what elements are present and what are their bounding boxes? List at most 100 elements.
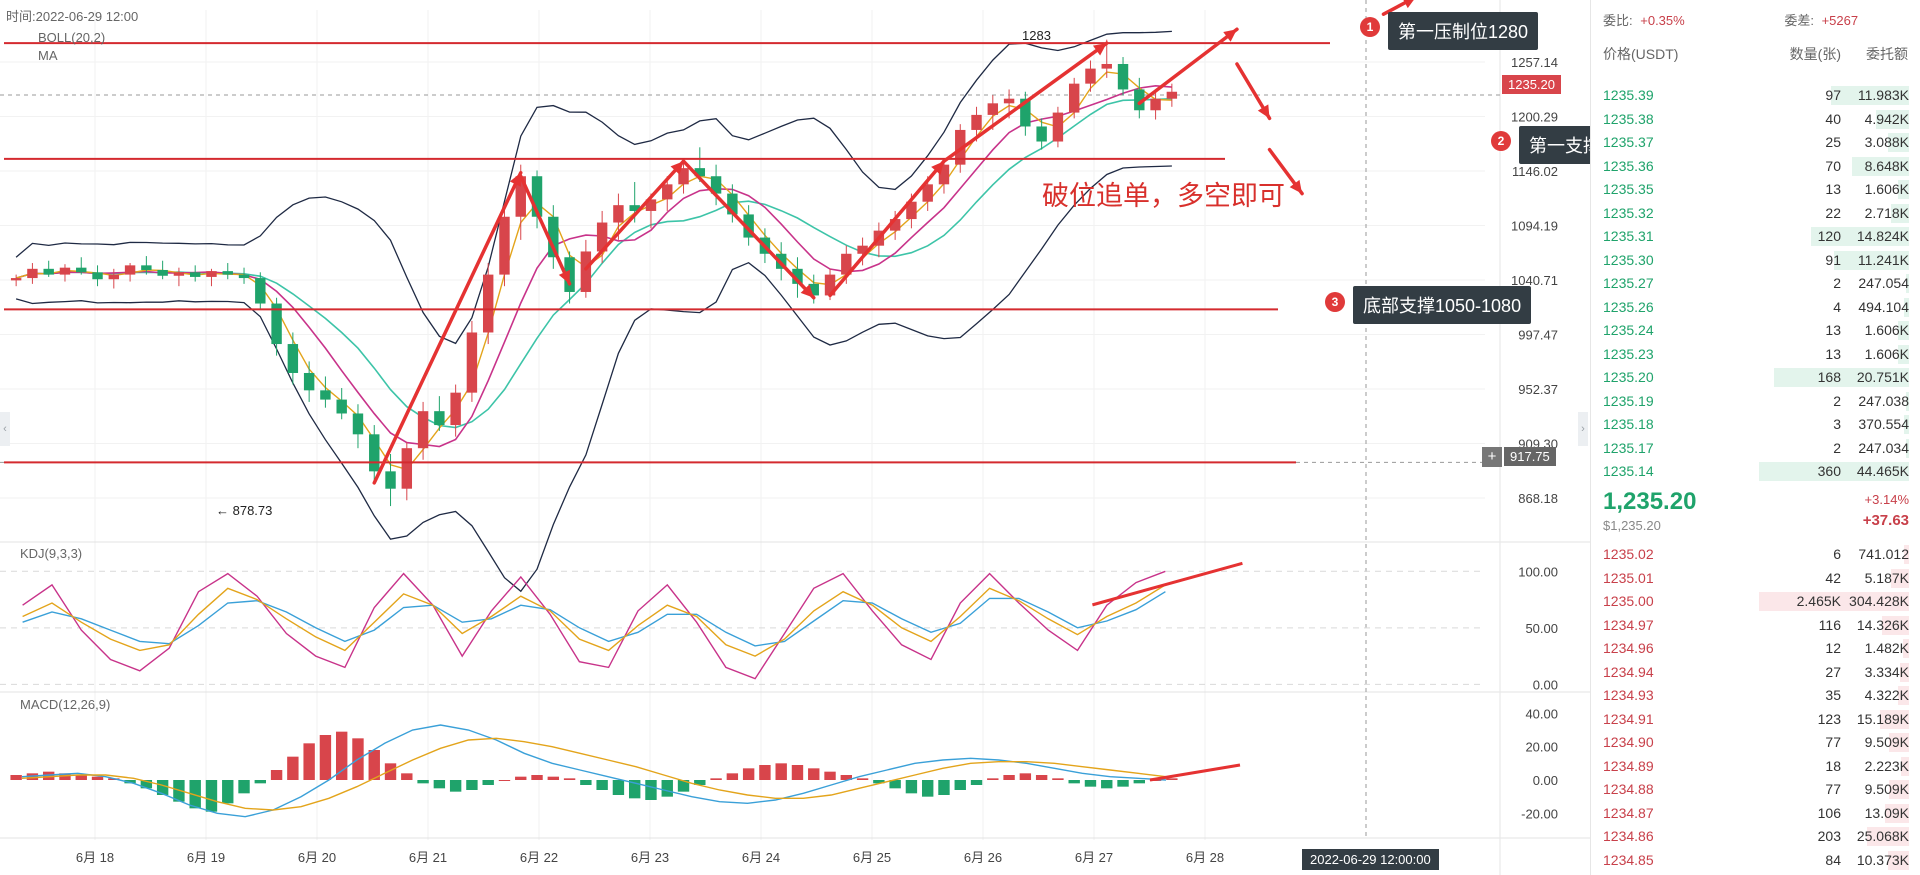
low-label: ← 878.73 [216, 503, 273, 518]
ask-row[interactable]: 1235.19 2 247.038 [1591, 390, 1920, 414]
bid-row[interactable]: 1234.88 77 9.509K [1591, 778, 1920, 802]
boll-indicator-label[interactable]: BOLL(20,2) [38, 30, 106, 45]
bid-row[interactable]: 1234.93 35 4.322K [1591, 684, 1920, 708]
boll-mid-line [15, 97, 1172, 429]
annotation-bottom-support: 底部支撑1050-1080 [1353, 286, 1532, 324]
ma-indicator-label[interactable]: MA [38, 48, 58, 63]
ask-total: 3.088K [1864, 134, 1909, 150]
bid-price: 1234.90 [1603, 734, 1654, 750]
ask-total: 44.465K [1856, 463, 1909, 479]
candle-body [157, 269, 168, 276]
ask-row[interactable]: 1235.30 91 11.241K [1591, 249, 1920, 273]
macd-histogram-bar [1117, 780, 1129, 787]
ask-row[interactable]: 1235.24 13 1.606K [1591, 319, 1920, 343]
bid-row[interactable]: 1235.00 2.465K 304.428K [1591, 590, 1920, 614]
macd-histogram-bar [498, 780, 511, 781]
kdj-indicator-label[interactable]: KDJ(9,3,3) [20, 546, 83, 561]
order-book-header: 价格(USDT) 数量(张) 委托额 [1603, 44, 1908, 66]
bid-row[interactable]: 1234.96 12 1.482K [1591, 637, 1920, 661]
bid-total: 9.509K [1864, 734, 1909, 750]
ask-price: 1235.39 [1603, 87, 1654, 103]
macd-histogram-bar [482, 780, 494, 785]
macd-histogram-bar [417, 780, 429, 784]
macd-histogram-bar [840, 775, 853, 780]
bid-price: 1235.02 [1603, 546, 1654, 562]
current-price-tag: 1235.20 [1502, 75, 1561, 94]
ask-row[interactable]: 1235.31 120 14.824K [1591, 225, 1920, 249]
annotation-badge-2: 2 [1491, 131, 1511, 151]
bid-row[interactable]: 1234.89 18 2.223K [1591, 755, 1920, 779]
trend-arrow-head [931, 161, 944, 175]
macd-histogram-bar [287, 756, 299, 780]
candle-body [206, 271, 217, 277]
macd-histogram-bar [140, 780, 153, 789]
ask-row[interactable]: 1235.35 13 1.606K [1591, 178, 1920, 202]
bid-price: 1234.97 [1603, 616, 1654, 633]
bid-depth-bar [1903, 639, 1909, 658]
candle-body [108, 274, 120, 280]
bid-row[interactable]: 1234.85 84 10.373K [1591, 849, 1920, 873]
bid-qty: 42 [1825, 569, 1841, 586]
diff-value: +5267 [1821, 13, 1859, 28]
trend-arrow-head [670, 161, 684, 175]
ask-qty: 2 [1833, 439, 1841, 456]
collapse-left-handle[interactable]: ‹ [0, 412, 10, 446]
bid-row[interactable]: 1234.86 203 25.068K [1591, 825, 1920, 849]
macd-indicator-label[interactable]: MACD(12,26,9) [20, 697, 111, 712]
ask-row[interactable]: 1235.17 2 247.034 [1591, 437, 1920, 461]
ask-row[interactable]: 1235.36 70 8.648K [1591, 155, 1920, 179]
trend-arrow-head [1223, 29, 1237, 42]
chart-canvas[interactable]: 6月 18 6月 19 6月 20 6月 21 6月 22 6月 23 6月 24 6月 25… [0, 0, 1590, 875]
x-tick-label: 6月 20 [298, 850, 336, 865]
bid-qty: 106 [1817, 804, 1841, 821]
ratio-value: +0.35% [1640, 13, 1685, 28]
bid-row[interactable]: 1235.02 6 741.012 [1591, 543, 1920, 567]
candle-body [531, 176, 543, 217]
ask-price: 1235.35 [1603, 181, 1654, 197]
ask-row[interactable]: 1235.27 2 247.054 [1591, 272, 1920, 296]
bid-price: 1234.96 [1603, 640, 1654, 656]
ask-depth-bar [1904, 297, 1909, 317]
ask-row[interactable]: 1235.39 97 11.983K [1591, 84, 1920, 108]
ask-row[interactable]: 1235.18 3 370.554 [1591, 413, 1920, 437]
bid-total: 2.223K [1864, 757, 1909, 774]
bid-row[interactable]: 1234.87 106 13.09K [1591, 802, 1920, 826]
trend-arrow [519, 174, 572, 286]
bid-row[interactable]: 1234.94 27 3.334K [1591, 661, 1920, 685]
ask-row[interactable]: 1235.38 40 4.942K [1591, 108, 1920, 132]
bid-total: 25.068K [1856, 828, 1909, 844]
ask-row[interactable]: 1235.23 13 1.606K [1591, 343, 1920, 367]
bid-row[interactable]: 1235.01 42 5.187K [1591, 567, 1920, 591]
trend-arrow [1137, 27, 1239, 106]
ask-row[interactable]: 1235.37 25 3.088K [1591, 131, 1920, 155]
bid-row[interactable]: 1234.91 123 15.189K [1591, 708, 1920, 732]
ask-price: 1235.20 [1603, 369, 1654, 385]
candle-body [662, 184, 673, 200]
bid-depth-bar [1898, 686, 1909, 705]
ask-price: 1235.32 [1603, 204, 1654, 221]
candle-body [320, 390, 331, 400]
ask-row[interactable]: 1235.32 22 2.718K [1591, 202, 1920, 226]
bid-total: 304.428K [1849, 593, 1909, 609]
bid-total: 741.012 [1858, 546, 1909, 562]
macd-histogram-bar [775, 763, 787, 780]
bid-row[interactable]: 1234.97 116 14.326K [1591, 614, 1920, 638]
trend-arrow [372, 171, 523, 485]
ask-row[interactable]: 1235.14 360 44.465K [1591, 460, 1920, 484]
collapse-right-handle[interactable]: › [1578, 412, 1588, 446]
ask-qty: 13 [1825, 322, 1841, 338]
add-order-icon[interactable]: + [1482, 447, 1502, 467]
bid-price: 1235.00 [1603, 593, 1654, 609]
bid-row[interactable]: 1234.90 77 9.509K [1591, 731, 1920, 755]
ask-row[interactable]: 1235.20 168 20.751K [1591, 366, 1920, 390]
x-tick-label: 6月 27 [1075, 850, 1113, 865]
bid-price: 1234.86 [1603, 828, 1654, 844]
macd-histogram-bar [254, 780, 267, 784]
chart-panel[interactable]: 6月 18 6月 19 6月 20 6月 21 6月 22 6月 23 6月 24 6月 25… [0, 0, 1650, 875]
trend-arrow [828, 159, 946, 298]
macd-histogram-bar [515, 776, 527, 780]
candle-body [43, 268, 54, 275]
kdj-y-tick: 50.00 [1525, 621, 1558, 636]
ask-row[interactable]: 1235.26 4 494.104 [1591, 296, 1920, 320]
ask-qty: 2 [1833, 392, 1841, 409]
